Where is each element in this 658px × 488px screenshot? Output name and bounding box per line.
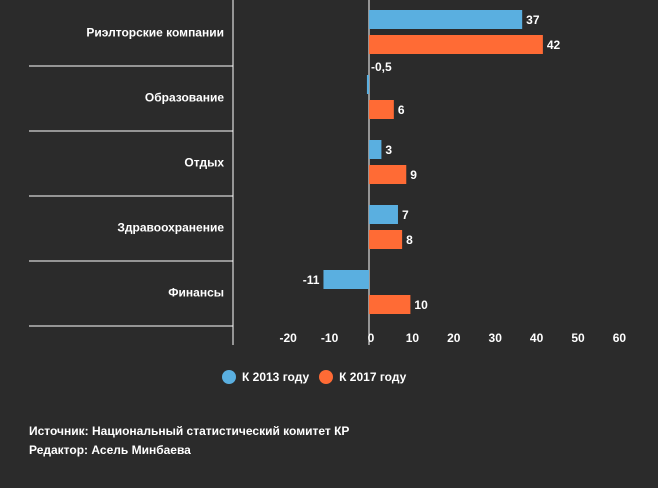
value-label: 10: [414, 298, 428, 312]
value-label: 6: [398, 103, 405, 117]
bar-2013: [366, 75, 369, 94]
x-tick-label: 60: [613, 331, 627, 345]
x-tick-label: -20: [280, 331, 298, 345]
bar-2013: [369, 10, 523, 29]
footer: Источник: Национальный статистический ко…: [29, 422, 349, 460]
bar-2013: [323, 270, 369, 289]
category-label: Риэлторские компании: [86, 26, 224, 40]
legend: К 2013 году К 2017 году: [222, 370, 416, 384]
value-label: -11: [303, 273, 320, 287]
x-tick-label: 50: [571, 331, 585, 345]
x-tick-label: 40: [530, 331, 544, 345]
bar-2017: [369, 295, 411, 314]
value-label: -0,5: [371, 60, 392, 74]
x-tick-label: 10: [406, 331, 420, 345]
x-tick-label: 30: [489, 331, 503, 345]
x-tick-label: 20: [447, 331, 461, 345]
bar-2017: [369, 165, 407, 184]
bar-2017: [369, 230, 403, 249]
category-label: Отдых: [184, 156, 224, 170]
legend-dot-2013: [222, 370, 236, 384]
editor-text: Редактор: Асель Минбаева: [29, 443, 191, 457]
category-label: Образование: [145, 91, 224, 105]
bar-2017: [369, 100, 394, 119]
bar-2013: [369, 140, 382, 159]
bar-2013: [369, 205, 398, 224]
bar-chart: Риэлторские компании3742Образование-0,56…: [29, 0, 627, 345]
value-label: 9: [410, 168, 417, 182]
value-label: 37: [526, 13, 540, 27]
value-label: 7: [402, 208, 409, 222]
category-label: Здравоохранение: [117, 221, 224, 235]
legend-item-2013[interactable]: К 2013 году: [222, 370, 309, 384]
legend-label-2013: К 2013 году: [242, 370, 310, 384]
value-label: 42: [547, 38, 561, 52]
x-tick-label: 0: [368, 331, 375, 345]
legend-item-2017[interactable]: К 2017 году: [319, 370, 406, 384]
value-label: 3: [385, 143, 392, 157]
value-label: 8: [406, 233, 413, 247]
legend-dot-2017: [319, 370, 334, 384]
bar-2017: [369, 35, 543, 54]
legend-label-2017: К 2017 году: [339, 370, 407, 384]
source-text: Источник: Национальный статистический ко…: [29, 424, 350, 438]
x-tick-label: -10: [321, 331, 339, 345]
category-label: Финансы: [168, 286, 224, 300]
